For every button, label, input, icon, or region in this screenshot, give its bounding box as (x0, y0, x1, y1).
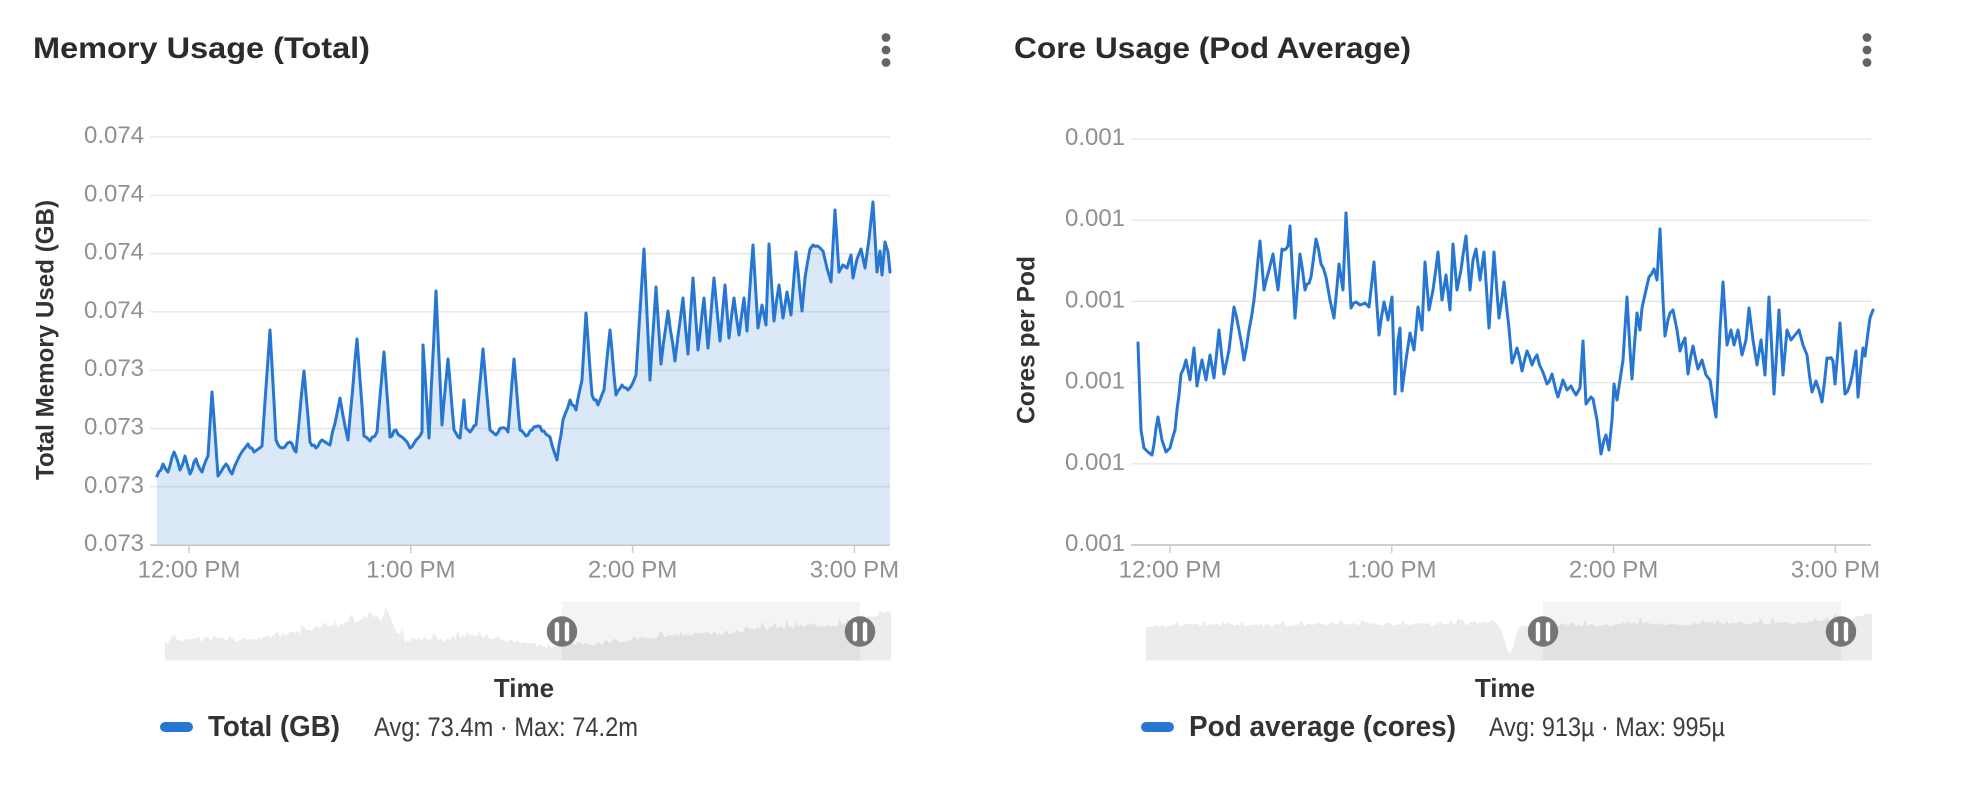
svg-text:Time: Time (494, 673, 554, 703)
svg-text:Avg: 913µ · Max: 995µ: Avg: 913µ · Max: 995µ (1489, 712, 1725, 742)
svg-text:0.074: 0.074 (84, 180, 144, 207)
svg-text:0.073: 0.073 (84, 530, 144, 557)
svg-text:0.074: 0.074 (84, 239, 144, 266)
svg-text:0.001: 0.001 (1065, 449, 1125, 476)
svg-text:Time: Time (1475, 673, 1535, 703)
svg-text:Total (GB): Total (GB) (208, 711, 340, 743)
svg-text:12:00 PM: 12:00 PM (1119, 557, 1222, 584)
svg-text:0.001: 0.001 (1065, 368, 1125, 395)
svg-text:0.001: 0.001 (1065, 124, 1125, 151)
svg-text:Pod average (cores): Pod average (cores) (1189, 711, 1456, 743)
svg-text:0.074: 0.074 (84, 297, 144, 324)
svg-text:2:00 PM: 2:00 PM (1569, 557, 1658, 584)
svg-text:3:00 PM: 3:00 PM (1791, 557, 1880, 584)
svg-text:1:00 PM: 1:00 PM (1347, 557, 1436, 584)
svg-text:Core Usage (Pod Average): Core Usage (Pod Average) (1014, 32, 1411, 65)
svg-text:Total Memory Used (GB): Total Memory Used (GB) (32, 200, 60, 480)
svg-text:0.001: 0.001 (1065, 530, 1125, 557)
svg-text:0.001: 0.001 (1065, 205, 1125, 232)
svg-text:0.001: 0.001 (1065, 286, 1125, 313)
svg-text:12:00 PM: 12:00 PM (138, 557, 241, 584)
svg-text:2:00 PM: 2:00 PM (588, 557, 677, 584)
svg-text:0.073: 0.073 (84, 355, 144, 382)
svg-text:Memory Usage (Total): Memory Usage (Total) (33, 32, 370, 65)
svg-text:1:00 PM: 1:00 PM (366, 557, 455, 584)
svg-text:3:00 PM: 3:00 PM (810, 557, 899, 584)
svg-text:Cores per Pod: Cores per Pod (1013, 256, 1041, 424)
svg-text:0.073: 0.073 (84, 472, 144, 499)
svg-text:0.074: 0.074 (84, 122, 144, 149)
svg-text:Avg: 73.4m · Max: 74.2m: Avg: 73.4m · Max: 74.2m (374, 712, 638, 742)
svg-text:0.073: 0.073 (84, 414, 144, 441)
